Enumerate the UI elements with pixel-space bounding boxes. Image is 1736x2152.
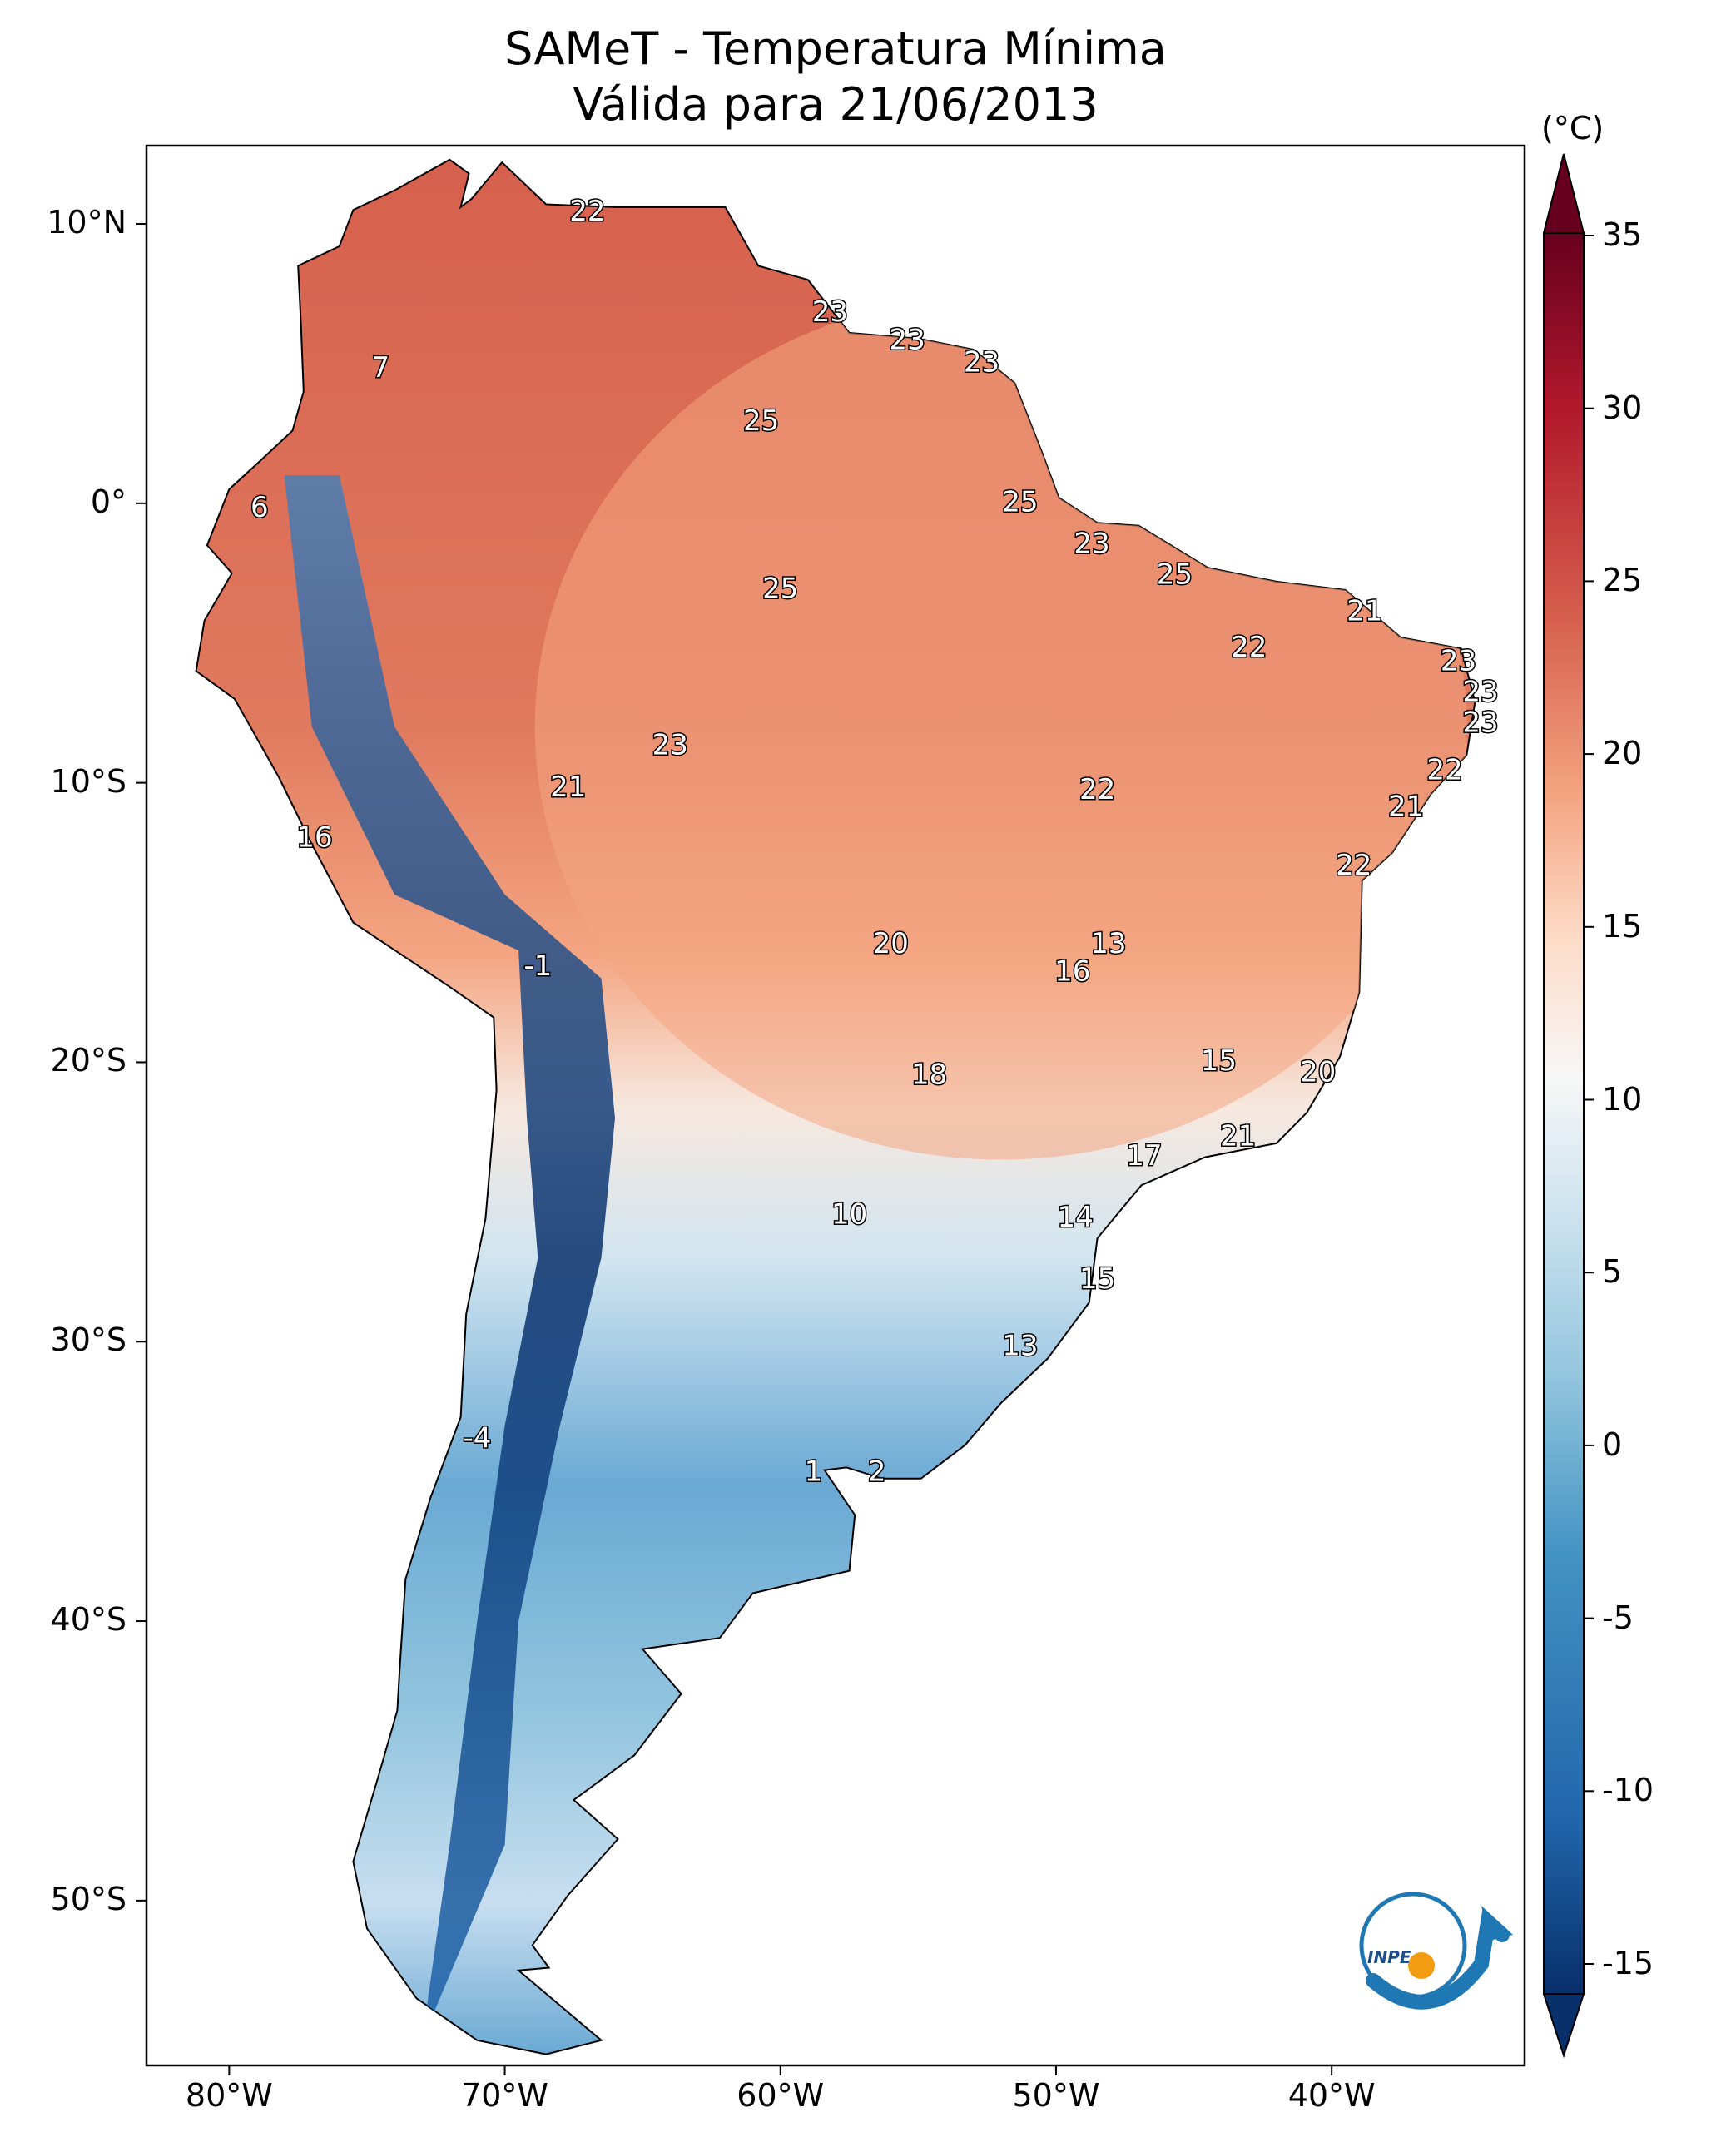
temperature-label: 2 bbox=[868, 1455, 886, 1489]
colorbar-gradient bbox=[1543, 232, 1585, 1995]
south-america-landmass bbox=[195, 158, 1476, 2055]
temperature-label: 13 bbox=[1090, 927, 1126, 960]
temperature-label: -1 bbox=[523, 950, 552, 983]
latitude-tick-label: 20°S bbox=[50, 1042, 126, 1079]
temperature-label: 22 bbox=[569, 195, 605, 228]
colorbar-tick-label: 15 bbox=[1602, 907, 1643, 945]
colorbar-tick-label: 20 bbox=[1602, 735, 1643, 772]
colorbar-max-extension bbox=[1542, 153, 1585, 234]
temperature-label: 21 bbox=[1388, 790, 1424, 823]
colorbar bbox=[1542, 153, 1594, 2059]
colorbar-unit-label: (°C) bbox=[1541, 110, 1605, 146]
temperature-label: 23 bbox=[1462, 707, 1498, 740]
temperature-label: 25 bbox=[743, 404, 779, 438]
colorbar-tick-label: 30 bbox=[1602, 389, 1643, 426]
temperature-label: 13 bbox=[1002, 1330, 1038, 1363]
colorbar-tick-label: 35 bbox=[1602, 216, 1643, 253]
colorbar-tick-label: -10 bbox=[1602, 1772, 1654, 1809]
longitude-tick-label: 60°W bbox=[737, 2077, 825, 2114]
temperature-label: 14 bbox=[1057, 1201, 1093, 1234]
longitude-tick-label: 50°W bbox=[1012, 2077, 1100, 2114]
temperature-label: 15 bbox=[1201, 1044, 1237, 1078]
temperature-label: 18 bbox=[911, 1059, 947, 1092]
temperature-label: 23 bbox=[964, 345, 999, 379]
temperature-label: 23 bbox=[812, 295, 848, 329]
temperature-label: 16 bbox=[296, 821, 332, 854]
temperature-label: 16 bbox=[1054, 955, 1090, 989]
colorbar-tick-label: 0 bbox=[1602, 1426, 1623, 1463]
colorbar-min-extension bbox=[1542, 1993, 1585, 2059]
inpe-logo bbox=[1359, 1892, 1513, 2010]
map-subtitle: Válida para 21/06/2013 bbox=[573, 78, 1099, 131]
latitude-tick-label: 0° bbox=[90, 483, 126, 520]
latitude-tick-label: 50°S bbox=[50, 1880, 126, 1917]
temperature-label: 15 bbox=[1079, 1262, 1115, 1296]
colorbar-tick-label: 5 bbox=[1602, 1253, 1623, 1291]
temperature-label: 23 bbox=[889, 324, 925, 357]
colorbar-tick-label: 25 bbox=[1602, 562, 1643, 599]
colorbar-tick-label: -5 bbox=[1602, 1599, 1634, 1636]
latitude-tick-label: 10°N bbox=[47, 204, 126, 241]
map-title: SAMeT - Temperatura Mínima bbox=[504, 22, 1167, 75]
temperature-label: 21 bbox=[1220, 1120, 1256, 1153]
temperature-label: 23 bbox=[1462, 676, 1498, 709]
temperature-label: 20 bbox=[1300, 1055, 1336, 1088]
temperature-label: 20 bbox=[873, 927, 909, 960]
temperature-label: 6 bbox=[250, 491, 269, 524]
temperature-label: 22 bbox=[1426, 754, 1462, 787]
temperature-label: 23 bbox=[1441, 645, 1476, 678]
latitude-tick-label: 10°S bbox=[50, 762, 126, 800]
inpe-logo-text: INPE bbox=[1367, 1947, 1411, 1967]
colorbar-tick-label: 10 bbox=[1602, 1080, 1643, 1118]
temperature-label: 22 bbox=[1231, 631, 1267, 664]
colorbar-tick-label: -15 bbox=[1602, 1945, 1654, 1981]
longitude-tick-label: 80°W bbox=[185, 2077, 273, 2114]
temperature-label: 10 bbox=[831, 1198, 867, 1232]
temperature-label: 22 bbox=[1079, 773, 1115, 806]
latitude-tick-label: 30°S bbox=[50, 1321, 126, 1359]
temperature-label: 23 bbox=[1074, 528, 1109, 561]
temperature-label: 21 bbox=[1347, 594, 1382, 627]
temperature-label: 25 bbox=[1157, 558, 1193, 592]
temperature-label: 17 bbox=[1126, 1139, 1162, 1173]
temperature-label: 1 bbox=[805, 1455, 823, 1489]
longitude-tick-label: 70°W bbox=[461, 2077, 549, 2114]
temperature-label: 23 bbox=[652, 729, 688, 762]
temperature-label: 7 bbox=[372, 351, 390, 384]
temperature-label: -4 bbox=[463, 1421, 491, 1455]
temperature-label: 25 bbox=[762, 572, 798, 605]
longitude-tick-label: 40°W bbox=[1287, 2077, 1376, 2114]
temperature-label: 21 bbox=[550, 771, 586, 804]
andes-cold-band bbox=[284, 475, 615, 2040]
latitude-tick-label: 40°S bbox=[50, 1601, 126, 1639]
temperature-label: 25 bbox=[1002, 485, 1038, 518]
temperature-label: 22 bbox=[1336, 849, 1371, 882]
